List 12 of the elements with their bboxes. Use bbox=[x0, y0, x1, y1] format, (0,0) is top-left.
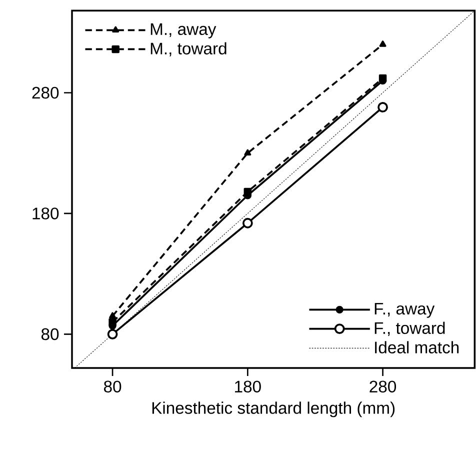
y-tick-label: 280 bbox=[32, 86, 59, 99]
x-tick-label: 280 bbox=[370, 380, 396, 392]
x-tick-label: 80 bbox=[104, 380, 122, 392]
legend-label: F., away bbox=[374, 302, 435, 318]
legend-label: F., toward bbox=[374, 322, 445, 336]
legend-label: M., toward bbox=[150, 42, 226, 56]
y-tick-label: 80 bbox=[41, 328, 59, 340]
x-axis-title: Kinesthetic standard length (mm) bbox=[152, 402, 395, 418]
legend-label: Ideal match bbox=[375, 341, 459, 354]
legend-label: M., away bbox=[150, 23, 216, 38]
x-tick-label: 180 bbox=[235, 380, 261, 392]
y-tick-label: 180 bbox=[32, 208, 59, 220]
